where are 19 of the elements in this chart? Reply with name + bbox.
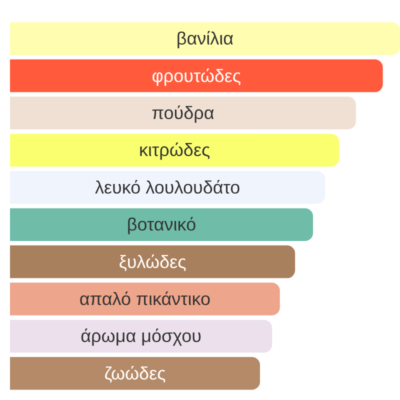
y-tick-label: βοτανικό — [126, 214, 196, 235]
y-tick-label: φρουτώδες — [152, 66, 242, 86]
y-tick-label: πούδρα — [152, 103, 214, 123]
bar — [10, 96, 356, 130]
y-tick-label: ξυλώδες — [118, 252, 187, 272]
y-tick-label: απαλό πικάντικο — [79, 289, 211, 309]
bar — [10, 282, 280, 316]
y-tick-label: λευκό λουλουδάτο — [94, 177, 240, 198]
bar — [10, 208, 314, 241]
y-tick-label: άρωμα μόσχου — [80, 326, 202, 346]
bar — [10, 59, 383, 92]
bar — [10, 134, 340, 167]
y-tick-label: ζωώδες — [104, 363, 166, 384]
y-tick-label: βανίλια — [176, 28, 234, 49]
bar — [10, 357, 260, 390]
y-tick-label: κιτρώδες — [139, 140, 210, 160]
bar — [10, 245, 296, 278]
bar — [10, 320, 272, 353]
bar — [10, 22, 400, 55]
